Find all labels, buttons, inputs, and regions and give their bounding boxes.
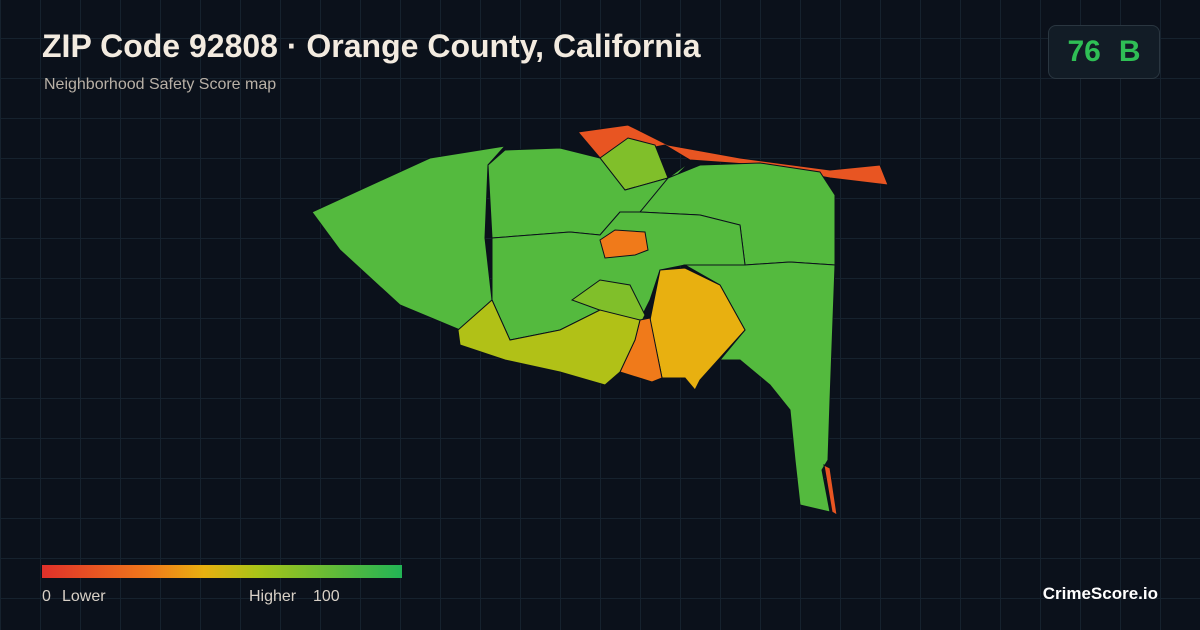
subtitle: Neighborhood Safety Score map xyxy=(44,76,277,93)
score-badge: 76 B xyxy=(1048,25,1160,79)
region xyxy=(311,145,507,331)
score: 76 xyxy=(1067,35,1101,68)
legend-min: 0 xyxy=(42,588,51,605)
grade: B xyxy=(1118,35,1141,68)
legend-max-label: Higher xyxy=(249,588,297,605)
legend-max: 100 xyxy=(313,588,340,605)
region xyxy=(599,229,649,259)
brand: CrimeScore.io xyxy=(1042,584,1158,603)
region xyxy=(457,299,641,386)
title: ZIP Code 92808 · Orange County, Californ… xyxy=(42,28,701,64)
legend-min-label: Lower xyxy=(62,588,106,605)
region xyxy=(823,464,838,516)
region xyxy=(577,124,889,186)
region xyxy=(683,261,836,513)
legend-bar xyxy=(42,565,402,578)
